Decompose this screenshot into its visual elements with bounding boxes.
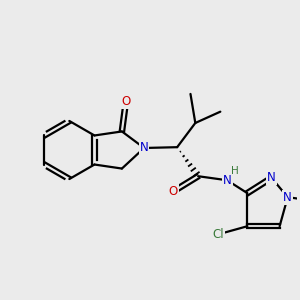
Text: N: N: [223, 174, 232, 187]
Text: Cl: Cl: [212, 228, 224, 241]
Text: H: H: [231, 167, 238, 176]
Text: O: O: [169, 185, 178, 198]
Text: O: O: [121, 95, 130, 108]
Text: N: N: [267, 171, 276, 184]
Text: N: N: [140, 142, 148, 154]
Text: N: N: [283, 191, 292, 204]
